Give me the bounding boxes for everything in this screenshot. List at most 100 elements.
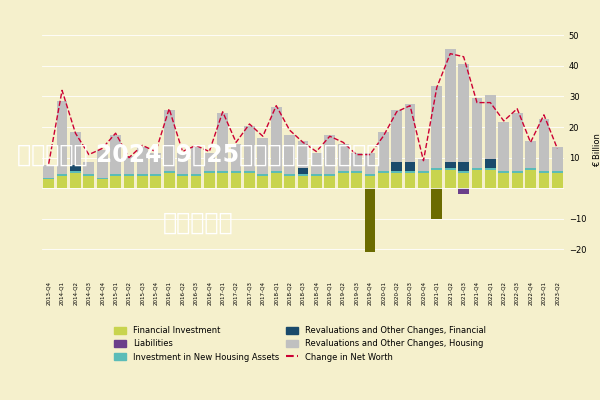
- Bar: [83, 176, 94, 188]
- Bar: [539, 120, 549, 172]
- Bar: [431, 188, 442, 219]
- Bar: [311, 153, 322, 174]
- Text: 梨价格行情: 梨价格行情: [163, 211, 234, 235]
- Bar: [499, 173, 509, 188]
- Bar: [512, 113, 523, 172]
- Bar: [217, 173, 228, 188]
- Bar: [244, 173, 255, 188]
- Bar: [472, 170, 482, 188]
- Bar: [70, 172, 81, 173]
- Bar: [485, 170, 496, 188]
- Bar: [525, 141, 536, 168]
- Bar: [284, 174, 295, 176]
- Bar: [458, 188, 469, 194]
- Bar: [405, 172, 415, 173]
- Bar: [351, 172, 362, 173]
- Bar: [525, 170, 536, 188]
- Bar: [177, 174, 188, 176]
- Bar: [137, 147, 148, 174]
- Bar: [164, 173, 175, 188]
- Bar: [204, 173, 215, 188]
- Bar: [458, 64, 469, 162]
- Bar: [151, 176, 161, 188]
- Bar: [83, 162, 94, 174]
- Bar: [445, 170, 455, 188]
- Bar: [137, 174, 148, 176]
- Bar: [217, 113, 228, 172]
- Bar: [311, 174, 322, 176]
- Bar: [472, 168, 482, 170]
- Bar: [485, 95, 496, 159]
- Bar: [191, 176, 201, 188]
- Bar: [244, 172, 255, 173]
- Bar: [43, 165, 54, 178]
- Bar: [70, 165, 81, 172]
- Bar: [391, 110, 402, 162]
- Bar: [97, 178, 107, 179]
- Bar: [338, 172, 349, 173]
- Bar: [43, 178, 54, 179]
- Bar: [458, 173, 469, 188]
- Bar: [405, 173, 415, 188]
- Bar: [325, 174, 335, 176]
- Bar: [57, 101, 67, 174]
- Bar: [311, 176, 322, 188]
- Bar: [257, 138, 268, 174]
- Bar: [378, 173, 389, 188]
- Bar: [418, 173, 429, 188]
- Bar: [445, 49, 455, 162]
- Bar: [298, 168, 308, 174]
- Bar: [298, 174, 308, 176]
- Bar: [378, 132, 389, 172]
- Bar: [552, 173, 563, 188]
- Bar: [485, 159, 496, 168]
- Bar: [485, 168, 496, 170]
- Bar: [552, 147, 563, 172]
- Bar: [539, 173, 549, 188]
- Bar: [284, 135, 295, 174]
- Bar: [431, 170, 442, 188]
- Bar: [204, 153, 215, 172]
- Bar: [110, 176, 121, 188]
- Bar: [325, 176, 335, 188]
- Bar: [177, 153, 188, 174]
- Bar: [391, 173, 402, 188]
- Bar: [365, 188, 375, 252]
- Bar: [298, 141, 308, 168]
- Bar: [431, 86, 442, 168]
- Bar: [391, 162, 402, 172]
- Bar: [351, 153, 362, 172]
- Bar: [124, 174, 134, 176]
- Bar: [431, 168, 442, 170]
- Bar: [70, 132, 81, 165]
- Bar: [217, 172, 228, 173]
- Bar: [338, 144, 349, 172]
- Bar: [191, 147, 201, 174]
- Bar: [351, 173, 362, 188]
- Bar: [405, 104, 415, 162]
- Bar: [97, 150, 107, 178]
- Bar: [70, 173, 81, 188]
- Bar: [97, 179, 107, 188]
- Bar: [151, 153, 161, 174]
- Bar: [472, 98, 482, 168]
- Bar: [57, 176, 67, 188]
- Bar: [257, 174, 268, 176]
- Bar: [231, 172, 241, 173]
- Bar: [110, 135, 121, 174]
- Bar: [257, 176, 268, 188]
- Bar: [338, 173, 349, 188]
- Y-axis label: € Billion: € Billion: [593, 133, 600, 167]
- Bar: [231, 144, 241, 172]
- Bar: [405, 162, 415, 172]
- Bar: [499, 122, 509, 172]
- Bar: [124, 156, 134, 174]
- Bar: [539, 172, 549, 173]
- Bar: [378, 172, 389, 173]
- Bar: [151, 174, 161, 176]
- Bar: [43, 179, 54, 188]
- Bar: [391, 172, 402, 173]
- Bar: [110, 174, 121, 176]
- Bar: [164, 172, 175, 173]
- Bar: [365, 153, 375, 174]
